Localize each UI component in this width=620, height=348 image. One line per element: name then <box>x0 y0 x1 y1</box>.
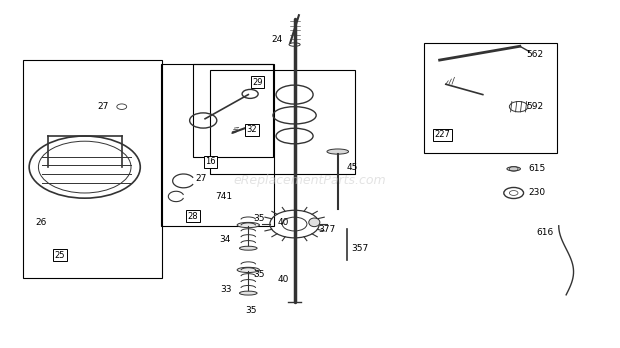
Ellipse shape <box>237 267 259 272</box>
Bar <box>424 43 557 153</box>
Text: 27: 27 <box>97 102 109 111</box>
Text: 34: 34 <box>219 235 231 244</box>
Text: 357: 357 <box>352 244 369 253</box>
Bar <box>193 64 273 157</box>
Text: 33: 33 <box>220 285 232 294</box>
Text: 741: 741 <box>215 192 232 201</box>
Text: 45: 45 <box>347 163 358 172</box>
Ellipse shape <box>237 222 259 228</box>
Text: eReplacementParts.com: eReplacementParts.com <box>234 174 386 188</box>
Bar <box>23 60 162 278</box>
Text: 40: 40 <box>277 275 289 284</box>
Text: 35: 35 <box>245 306 257 315</box>
Text: 377: 377 <box>319 225 336 234</box>
Text: 25: 25 <box>55 251 65 260</box>
Text: 35: 35 <box>253 214 265 223</box>
Text: 27: 27 <box>196 174 207 183</box>
Ellipse shape <box>327 149 348 154</box>
Text: 16: 16 <box>205 157 216 166</box>
Text: 35: 35 <box>253 270 265 279</box>
Text: 40: 40 <box>277 218 289 227</box>
Bar <box>210 70 355 174</box>
Ellipse shape <box>507 167 520 171</box>
Text: 592: 592 <box>526 102 544 111</box>
Text: 616: 616 <box>536 228 554 237</box>
Text: 29: 29 <box>252 78 263 87</box>
Ellipse shape <box>309 218 320 227</box>
Text: 28: 28 <box>187 212 198 221</box>
Text: 32: 32 <box>247 125 257 134</box>
Text: 26: 26 <box>36 218 47 227</box>
Text: 615: 615 <box>528 164 545 173</box>
Text: 227: 227 <box>434 130 450 140</box>
Ellipse shape <box>239 246 257 250</box>
Text: 24: 24 <box>271 35 282 44</box>
Bar <box>161 64 273 226</box>
Text: 562: 562 <box>526 50 543 60</box>
Text: 230: 230 <box>528 189 545 197</box>
Ellipse shape <box>239 291 257 295</box>
